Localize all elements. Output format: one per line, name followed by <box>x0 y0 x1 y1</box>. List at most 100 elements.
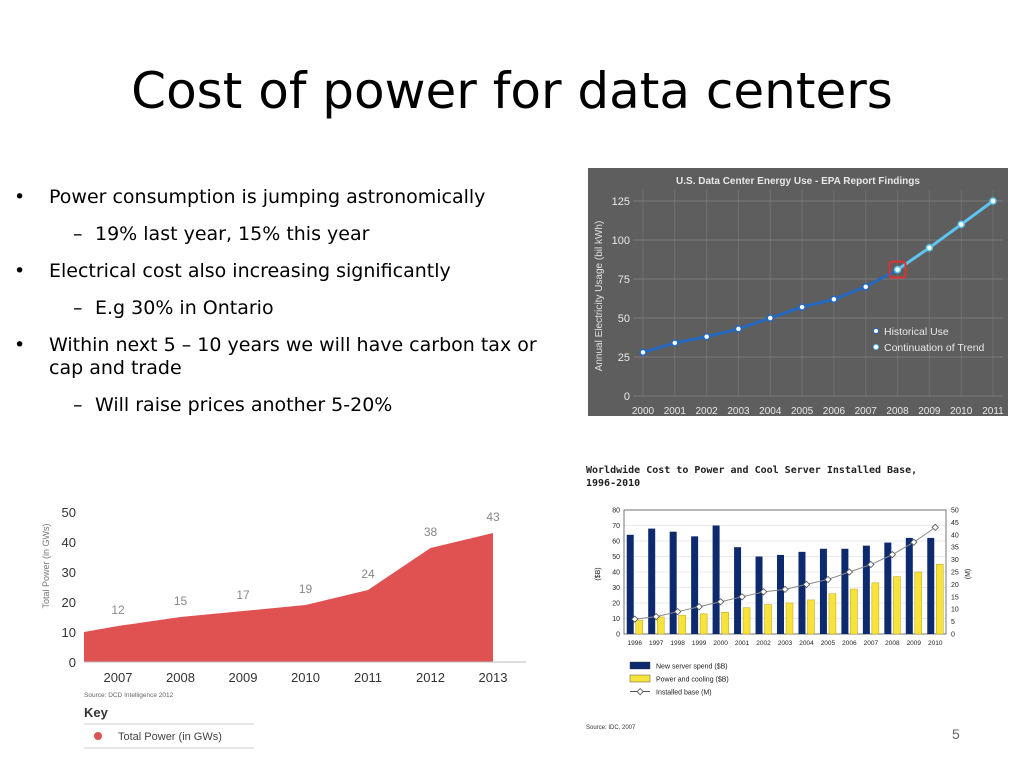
idc-legend-swatch-marker <box>636 687 644 696</box>
epa-data-point <box>830 295 838 304</box>
idc-power-bar <box>785 602 794 635</box>
idc-legend-label: Power and cooling ($B) <box>656 677 729 684</box>
epa-y-axis-label: Annual Electricity Usage (bil kWh) <box>594 221 605 372</box>
idc-x-tick-label: 2004 <box>799 640 814 647</box>
idc-installed-point <box>631 615 639 623</box>
gw-data-label: 43 <box>486 510 500 524</box>
idc-x-tick-label: 2000 <box>713 640 728 647</box>
idc-power-bar <box>742 607 751 635</box>
epa-data-point <box>702 332 711 341</box>
bullet-2: Electrical cost also increasing signific… <box>12 260 572 283</box>
idc-legend-label: New server spend ($B) <box>656 664 728 671</box>
bullet-list: Power consumption is jumping astronomica… <box>12 186 572 431</box>
epa-y-tick-label: 50 <box>618 313 630 325</box>
idc-y2-tick-label: 5 <box>951 619 955 626</box>
epa-data-point <box>734 325 743 333</box>
epa-data-point <box>893 265 902 274</box>
epa-x-tick-label: 2004 <box>759 406 782 416</box>
idc-power-bar <box>914 571 923 635</box>
epa-data-point <box>925 244 934 252</box>
idc-y2-tick-label: 0 <box>951 632 955 639</box>
epa-x-tick-label: 2003 <box>727 406 750 416</box>
epa-y-tick-label: 75 <box>618 274 630 286</box>
idc-legend-label: Installed base (M) <box>656 690 712 697</box>
epa-x-tick-label: 2010 <box>950 406 973 416</box>
gw-x-tick-label: 2007 <box>104 670 133 685</box>
gw-x-tick-label: 2013 <box>479 670 508 685</box>
idc-installed-point <box>867 560 875 569</box>
epa-x-tick-label: 2001 <box>664 406 687 416</box>
idc-installed-point <box>759 588 768 596</box>
idc-y2-tick-label: 40 <box>951 532 959 539</box>
idc-spend-bar <box>798 551 806 634</box>
epa-data-point <box>989 197 997 205</box>
idc-x-tick-label: 1997 <box>649 640 664 647</box>
epa-y-tick-label: 0 <box>624 391 630 403</box>
idc-x-tick-label: 2007 <box>864 640 879 647</box>
idc-spend-bar <box>862 545 870 634</box>
sub-bullet-3: Will raise prices another 5-20% <box>12 394 572 417</box>
idc-spend-bar <box>841 548 849 634</box>
idc-x-tick-label: 2001 <box>735 640 750 647</box>
bullet-1: Power consumption is jumping astronomica… <box>12 186 572 209</box>
idc-x-tick-label: 2010 <box>928 640 943 647</box>
idc-y-tick-label: 10 <box>612 616 620 623</box>
gw-y-tick-label: 40 <box>62 535 76 550</box>
gw-key-title: Key <box>84 705 109 720</box>
gw-y-tick-label: 20 <box>62 595 76 610</box>
idc-installed-point <box>695 603 703 611</box>
idc-y-tick-label: 40 <box>612 570 620 577</box>
idc-installed-point <box>802 580 811 589</box>
idc-power-bar <box>871 582 880 635</box>
epa-x-tick-label: 2009 <box>918 406 941 416</box>
epa-highlight-marker <box>888 260 907 279</box>
idc-y2-tick-label: 30 <box>951 557 959 564</box>
idc-y2-tick-label: 25 <box>951 570 959 577</box>
idc-y2-tick-label: 50 <box>951 508 959 515</box>
epa-x-tick-label: 2006 <box>823 406 846 416</box>
gw-y-axis-label: Total Power (in GWs) <box>41 523 51 608</box>
idc-installed-point <box>738 593 746 601</box>
idc-y2-tick-label: 45 <box>951 520 959 527</box>
idc-x-tick-label: 2009 <box>907 640 922 647</box>
idc-y2-tick-label: 35 <box>951 545 959 552</box>
idc-installed-point <box>652 612 660 621</box>
gw-y-tick-label: 10 <box>62 625 76 640</box>
idc-legend-swatch <box>629 661 651 670</box>
gw-data-label: 38 <box>424 525 438 539</box>
idc-y-tick-label: 80 <box>612 508 620 515</box>
idc-plot-frame <box>623 509 947 635</box>
gw-area <box>84 533 493 662</box>
idc-chart-title: Worldwide Cost to Power and Cool Server … <box>586 465 918 489</box>
idc-x-tick-label: 2008 <box>885 640 900 647</box>
idc-spend-bar <box>819 548 827 634</box>
gw-x-tick-label: 2011 <box>354 670 382 685</box>
idc-power-bar <box>721 612 729 635</box>
gw-x-tick-label: 2008 <box>166 670 195 685</box>
idc-y-tick-label: 0 <box>616 632 620 639</box>
idc-x-tick-label: 2003 <box>778 640 793 647</box>
idc-installed-point <box>716 598 725 606</box>
idc-power-bar <box>656 616 665 635</box>
idc-installed-point <box>824 575 832 584</box>
epa-x-tick-label: 2008 <box>886 406 909 416</box>
idc-y-tick-label: 50 <box>612 554 620 561</box>
epa-data-point <box>766 314 775 322</box>
idc-installed-point <box>910 538 918 546</box>
bullet-3: Within next 5 – 10 years we will have ca… <box>12 334 572 380</box>
epa-legend-label: Historical Use <box>884 326 949 338</box>
idc-installed-point <box>781 585 789 594</box>
gw-key-label: Total Power (in GWs) <box>118 731 222 743</box>
epa-y-tick-label: 100 <box>612 235 630 247</box>
gw-source: Source: DCD Intelligence 2012 <box>84 692 174 699</box>
gw-y-tick-label: 50 <box>62 505 76 520</box>
idc-spend-bar <box>712 525 720 634</box>
gw-data-label: 17 <box>236 588 250 602</box>
idc-y2-tick-label: 15 <box>951 594 959 601</box>
idc-installed-point <box>931 523 939 532</box>
gw-y-tick-label: 0 <box>69 655 76 670</box>
gw-x-tick-label: 2009 <box>229 670 258 685</box>
epa-chart-title: U.S. Data Center Energy Use - EPA Report… <box>676 176 920 187</box>
idc-y-axis-label: ($B) <box>595 567 602 580</box>
idc-spend-bar <box>669 531 677 634</box>
